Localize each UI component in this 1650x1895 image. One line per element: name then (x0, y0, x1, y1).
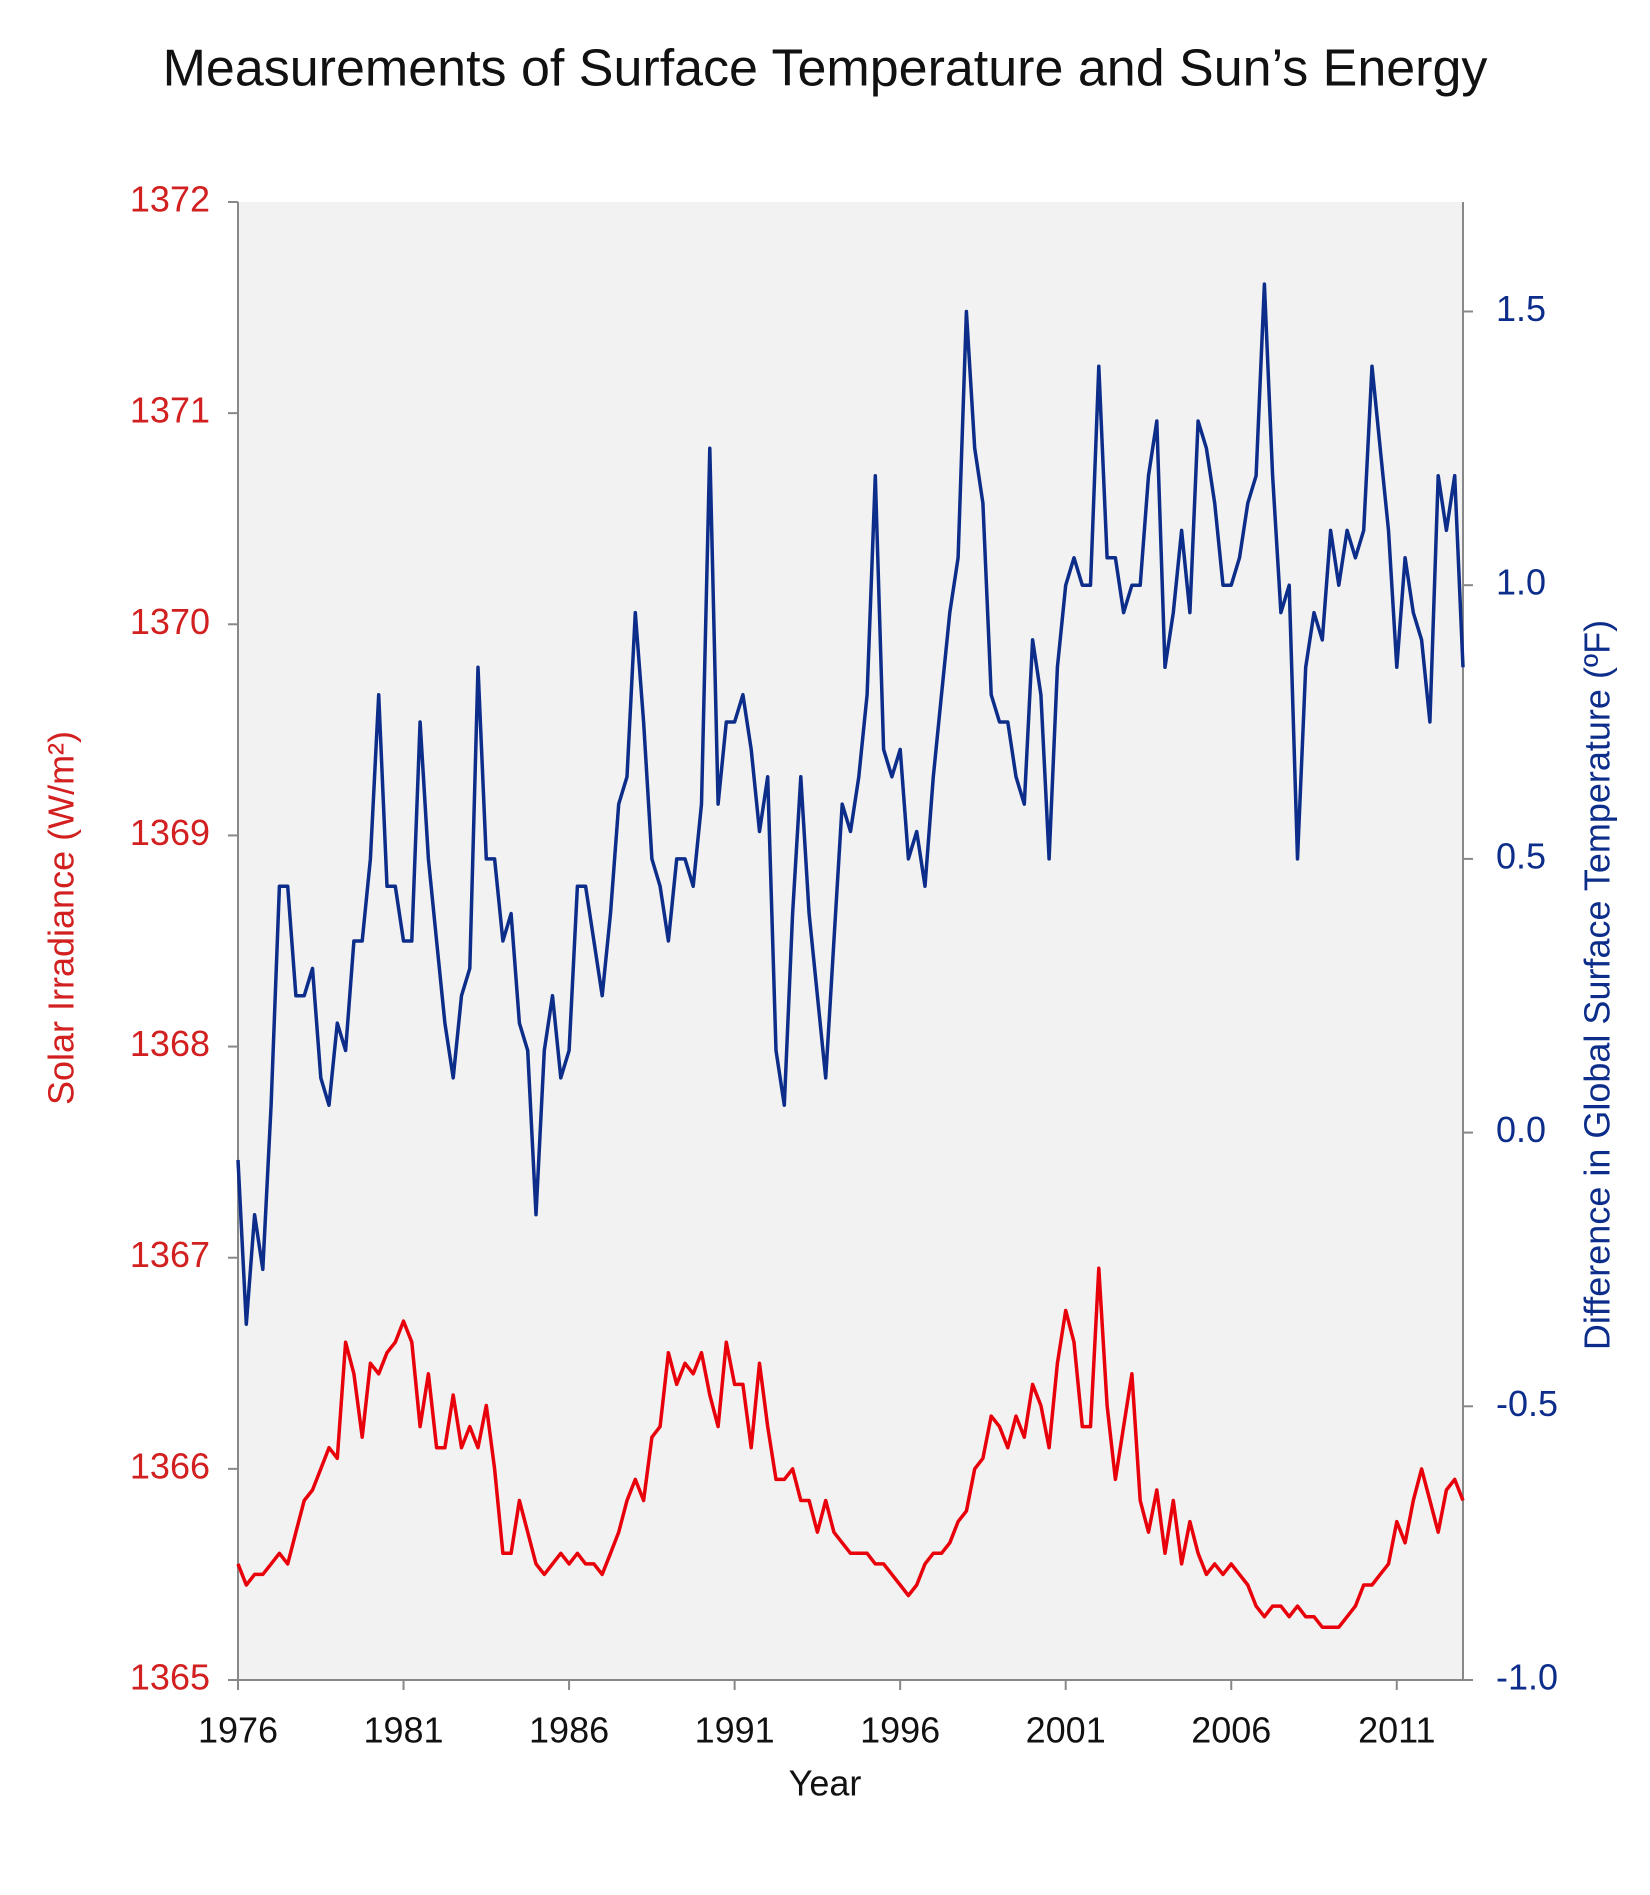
y-tick-label: 1369 (130, 812, 210, 853)
y-tick-label: 1371 (130, 390, 210, 431)
x-tick-label: 1991 (695, 1710, 775, 1751)
x-tick-label: 2001 (1026, 1710, 1106, 1751)
y2-tick-label: 0.0 (1496, 1109, 1546, 1150)
x-tick-label: 1986 (529, 1710, 609, 1751)
chart-title: Measurements of Surface Temperature and … (163, 40, 1488, 98)
x-axis-title: Year (789, 1763, 862, 1804)
plot-area (238, 202, 1463, 1680)
y-tick-label: 1368 (130, 1023, 210, 1064)
x-tick-label: 1976 (198, 1710, 278, 1751)
y2-axis-title: Difference in Global Surface Temperature… (1577, 620, 1618, 1350)
series-line (236, 1266, 1465, 1629)
x-tick-label: 2006 (1191, 1710, 1271, 1751)
y-tick-label: 1366 (130, 1445, 210, 1486)
y-tick-label: 1365 (130, 1657, 210, 1698)
series-line (236, 282, 1465, 1326)
x-tick-label: 1996 (860, 1710, 940, 1751)
y2-tick-label: 1.0 (1496, 562, 1546, 603)
y2-tick-label: 1.5 (1496, 288, 1546, 329)
x-tick-label: 1981 (363, 1710, 443, 1751)
y-tick-label: 1372 (130, 179, 210, 220)
y-tick-label: 1367 (130, 1234, 210, 1275)
y2-tick-label: 0.5 (1496, 835, 1546, 876)
y2-tick-label: -1.0 (1496, 1657, 1558, 1698)
y-tick-label: 1370 (130, 601, 210, 642)
y2-tick-label: -0.5 (1496, 1383, 1558, 1424)
x-tick-label: 2011 (1358, 1710, 1435, 1751)
y-axis-title: Solar Irradiance (W/m²) (41, 731, 82, 1105)
